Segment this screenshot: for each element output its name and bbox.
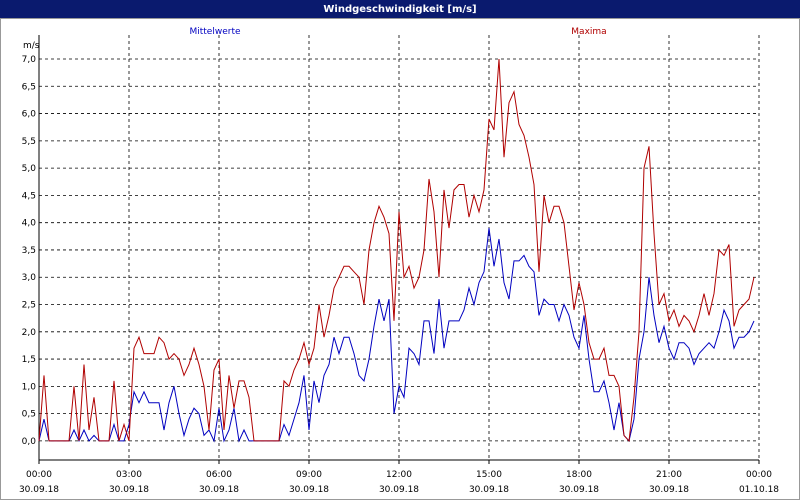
y-tick-label: 3,5 xyxy=(22,246,36,256)
y-tick-label: 6,0 xyxy=(22,110,37,120)
legend-entry: Mittelwerte xyxy=(189,27,240,37)
y-tick-label: 1,0 xyxy=(22,382,37,392)
y-tick-label: 5,5 xyxy=(22,137,36,147)
x-tick-date: 30.09.18 xyxy=(289,485,329,495)
y-tick-label: 4,0 xyxy=(22,219,37,229)
x-tick-date: 30.09.18 xyxy=(199,485,239,495)
x-tick-label: 12:00 xyxy=(386,470,412,480)
y-tick-label: 1,5 xyxy=(22,355,36,365)
y-tick-label: 0,5 xyxy=(22,410,36,420)
x-tick-date: 30.09.18 xyxy=(469,485,509,495)
chart-title: Windgeschwindigkeit [m/s] xyxy=(323,4,476,15)
y-tick-label: 3,0 xyxy=(22,273,37,283)
y-tick-label: 2,0 xyxy=(22,328,37,338)
series-line xyxy=(38,228,755,443)
x-tick-label: 18:00 xyxy=(566,470,592,480)
x-tick-label: 00:00 xyxy=(26,470,52,480)
y-tick-label: 7,0 xyxy=(22,55,37,65)
y-tick-label: 0,0 xyxy=(22,437,37,447)
y-tick-label: 4,5 xyxy=(22,191,36,201)
y-unit: m/s xyxy=(23,41,40,51)
legend-entry: Maxima xyxy=(571,27,606,37)
x-tick-label: 03:00 xyxy=(116,470,142,480)
title-bar xyxy=(0,0,800,18)
x-tick-date: 30.09.18 xyxy=(649,485,689,495)
series-line xyxy=(38,58,755,443)
y-tick-label: 5,0 xyxy=(22,164,37,174)
x-tick-date: 30.09.18 xyxy=(379,485,419,495)
y-tick-label: 6,5 xyxy=(22,82,36,92)
x-tick-label: 06:00 xyxy=(206,470,232,480)
x-tick-date: 30.09.18 xyxy=(19,485,59,495)
frame xyxy=(0,18,800,500)
x-tick-date: 01.10.18 xyxy=(739,485,779,495)
x-tick-date: 30.09.18 xyxy=(109,485,149,495)
x-tick-label: 09:00 xyxy=(296,470,322,480)
x-tick-label: 00:00 xyxy=(746,470,772,480)
x-tick-label: 15:00 xyxy=(476,470,502,480)
x-tick-label: 21:00 xyxy=(656,470,682,480)
x-tick-date: 30.09.18 xyxy=(559,485,599,495)
y-tick-label: 2,5 xyxy=(22,301,36,311)
